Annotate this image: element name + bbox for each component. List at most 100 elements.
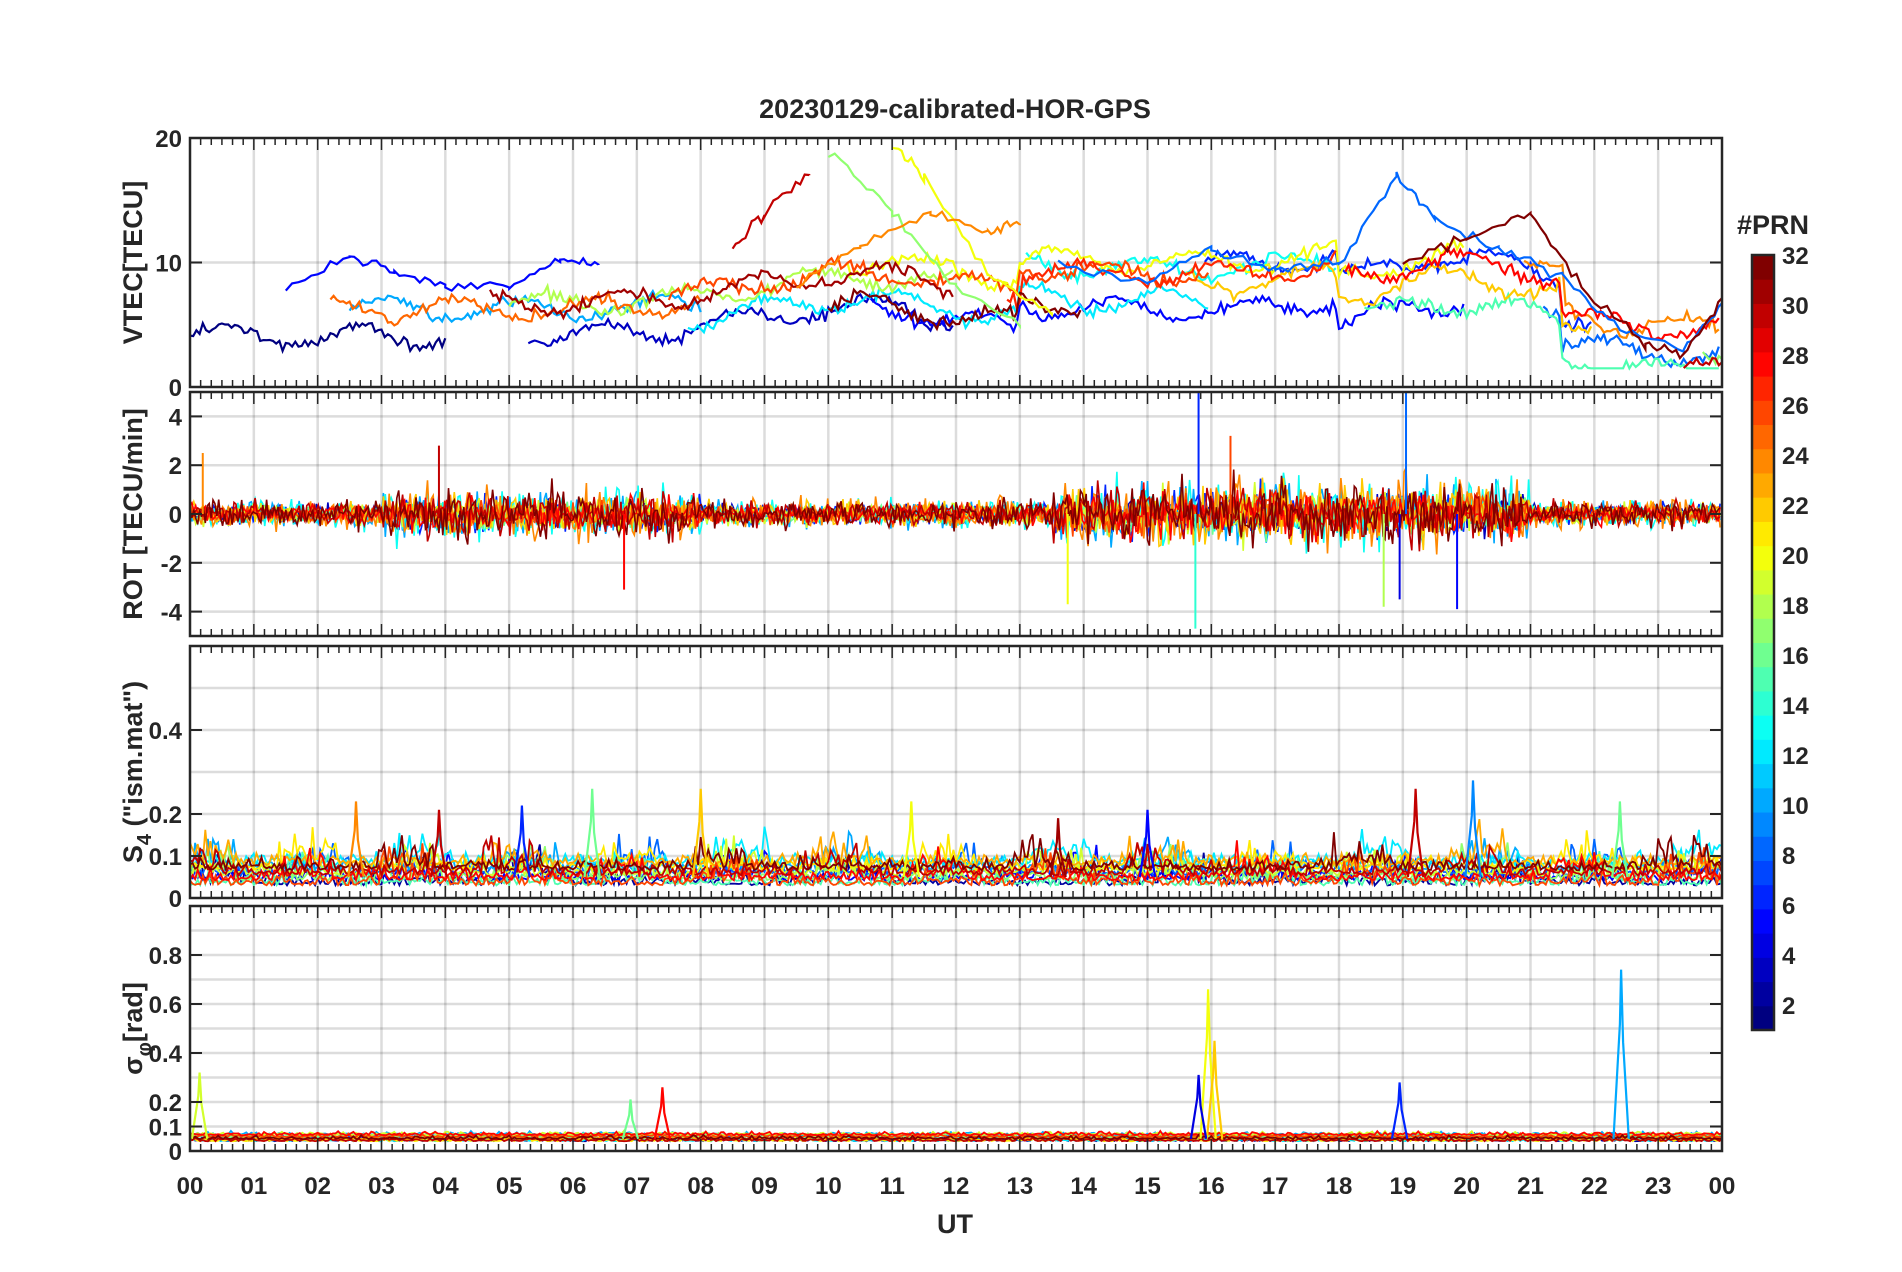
grid [190, 906, 1722, 1151]
colorbar-tick-label: 32 [1782, 243, 1809, 270]
figure-title: 20230129-calibrated-HOR-GPS [759, 94, 1151, 124]
y-tick-labels: 0 0.1 0.2 0.4 [149, 718, 1722, 913]
y-tick-label: 0.4 [149, 1041, 183, 1068]
x-tick-label: 16 [1198, 1173, 1225, 1200]
y-tick-label: 10 [155, 251, 182, 278]
prn-32-series [1402, 210, 1722, 360]
x-tick-label: 14 [1070, 1173, 1097, 1200]
x-tick-label: 03 [368, 1173, 395, 1200]
x-tick-label: 04 [432, 1173, 459, 1200]
x-tick-label: 05 [496, 1173, 523, 1200]
prn-28-line [1344, 245, 1720, 342]
y-tick-labels: 0 10 20 [155, 126, 1722, 402]
colorbar-tick-label: 2 [1782, 993, 1795, 1020]
prn-12-line [687, 278, 1209, 335]
prn-1-line [190, 320, 447, 355]
colorbar-tick-label: 28 [1782, 343, 1809, 370]
prn-25-line [329, 288, 702, 327]
prn-9-peak [1464, 780, 1482, 878]
x-tick-label: 10 [815, 1173, 842, 1200]
y-tick-label: 0 [169, 502, 182, 529]
data-lines [190, 146, 1722, 371]
y-tick-label: 0 [169, 1139, 182, 1166]
prn-16-peak [583, 788, 601, 878]
colorbar-tick-label: 16 [1782, 643, 1809, 670]
prn-24-line [1523, 259, 1720, 339]
x-tick-label: 06 [560, 1173, 587, 1200]
prn-27-line [1006, 250, 1337, 311]
prn-28-peak [653, 1087, 672, 1140]
prn-28-trace [190, 1129, 1722, 1137]
prn-5-peak [1138, 809, 1157, 878]
panel-s4: 0 0.1 0.2 0.4S4 ("ism.mat") [118, 644, 1724, 913]
colorbar-tick-label: 10 [1782, 793, 1809, 820]
x-tick-label: 21 [1517, 1173, 1544, 1200]
y-tick-label: 0 [169, 375, 182, 402]
prn-31-line [489, 259, 954, 321]
x-tick-label: 09 [751, 1173, 778, 1200]
prn-6-peak [513, 805, 531, 878]
prn-26-line [667, 254, 1210, 301]
colorbar-tick-label: 8 [1782, 843, 1795, 870]
plot-area [190, 906, 1722, 1151]
panel-rot: -4 -2 0 2 4 ROT [TECU/min] [118, 390, 1724, 638]
colorbar-frame [1750, 253, 1776, 1032]
colorbar-title: #PRN [1737, 210, 1809, 240]
colorbar-tick-label: 22 [1782, 493, 1809, 520]
colorbar-tick-label: 26 [1782, 393, 1809, 420]
prn-22-peak [691, 788, 710, 878]
prn-4-peak [1189, 1074, 1208, 1139]
y-tick-label: 4 [169, 404, 183, 431]
y-tick-label: 0.2 [149, 1090, 182, 1117]
prn-18-line [508, 264, 954, 317]
x-tick-labels: 00 01 02 03 04 05 06 07 08 09 10 11 12 13 14 15 16 17 18 19… [177, 1173, 1736, 1200]
prn-3-line [527, 292, 954, 348]
prn-30-line [1682, 356, 1722, 369]
x-tick-label: 20 [1453, 1173, 1480, 1200]
prn-5-line [866, 293, 1465, 335]
y-tick-label: 0.1 [149, 844, 182, 871]
prn-15-line [1364, 291, 1719, 371]
prn-32-rot [190, 469, 1721, 552]
y-tick-label: 2 [169, 453, 182, 480]
x-tick-label: 23 [1645, 1173, 1672, 1200]
prn-31-peak [1049, 818, 1067, 878]
y-tick-label: -2 [161, 551, 182, 578]
x-tick-label: 19 [1389, 1173, 1416, 1200]
y-tick-label: 0.6 [149, 992, 182, 1019]
panel-sigmaphi: 00.10.2 0.4 0.6 0.8 σφ[rad] [118, 904, 1724, 1166]
y-axis-label: S4 ("ism.mat") [118, 681, 156, 863]
x-tick-label: 00 [1709, 1173, 1736, 1200]
y-tick-label: 0.2 [149, 802, 182, 829]
y-axis-label: ROT [TECU/min] [118, 408, 148, 619]
prn-16-peak [1611, 801, 1629, 878]
y-tick-labels: 00.10.2 0.4 0.6 0.8 [149, 943, 1722, 1166]
prn-22-peak [1205, 1040, 1224, 1139]
prn-19-peak [190, 1072, 209, 1139]
panel-frame [188, 904, 1724, 1153]
colorbar-tick-label: 6 [1782, 893, 1795, 920]
y-tick-label: 20 [155, 126, 182, 153]
colorbar-tick-label: 14 [1782, 693, 1809, 720]
x-tick-label: 15 [1134, 1173, 1161, 1200]
prn-22-line [1185, 259, 1593, 335]
y-axis-label: VTEC[TECU] [118, 181, 148, 345]
data-lines [190, 780, 1722, 889]
prn-20-peak [902, 801, 921, 878]
prn-5-series [284, 255, 600, 293]
colorbar-tick-label: 30 [1782, 293, 1809, 320]
colorbar-bands [1752, 255, 1774, 1031]
prn-24-peak [347, 801, 365, 878]
colorbar-tick-label: 4 [1782, 943, 1796, 970]
x-tick-label: 11 [879, 1173, 904, 1200]
colorbar-tick-label: 20 [1782, 543, 1809, 570]
x-tick-label: 02 [304, 1173, 331, 1200]
y-tick-labels: -4 -2 0 2 4 [161, 404, 1722, 627]
prn-30-peak [1406, 788, 1425, 878]
y-tick-label: 0.4 [149, 718, 183, 745]
y-tick-label: 0.8 [149, 943, 182, 970]
